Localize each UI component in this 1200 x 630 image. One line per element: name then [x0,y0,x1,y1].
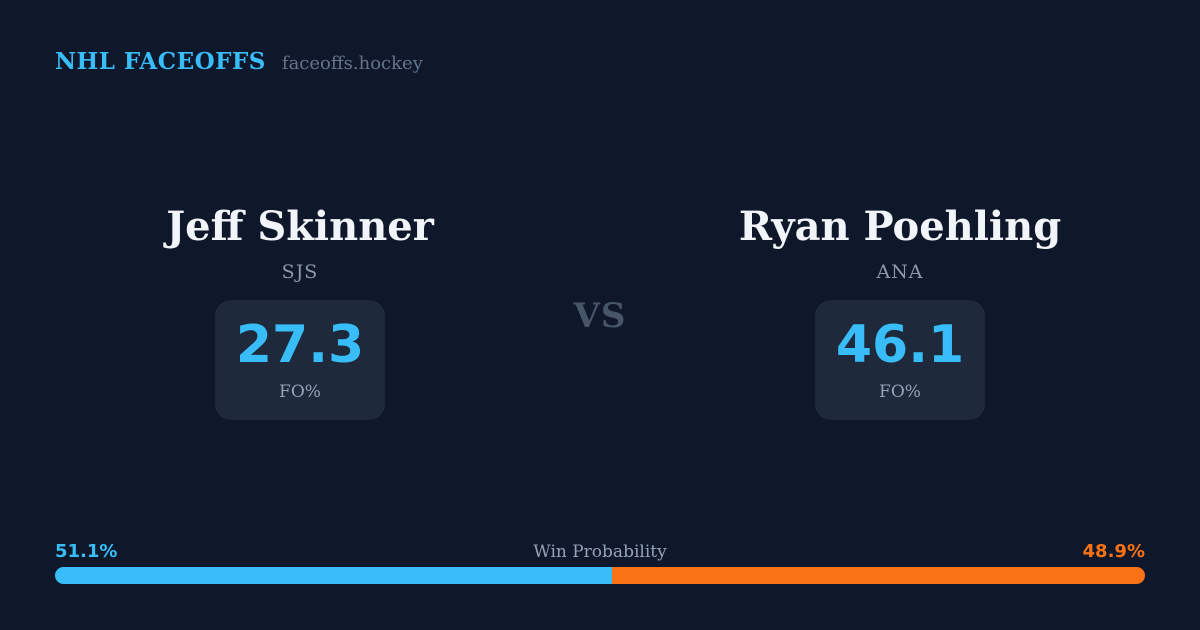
vs-label: VS [573,296,627,336]
left-stat-value: 27.3 [235,314,365,375]
left-stat-box: 27.3 FO% [215,300,385,420]
left-player-name: Jeff Skinner [166,203,434,250]
win-probability-labels: 51.1% Win Probability 48.9% [55,541,1145,562]
right-stat-box: 46.1 FO% [815,300,985,420]
left-win-pct: 51.1% [55,541,118,562]
right-win-pct: 48.9% [1082,541,1145,562]
right-player-team: ANA [876,261,924,283]
right-player-name: Ryan Poehling [738,203,1062,250]
left-stat-label: FO% [279,381,321,402]
right-stat-label: FO% [879,381,921,402]
left-player-column: Jeff Skinner SJS 27.3 FO% [0,205,600,420]
left-player-team: SJS [281,261,319,283]
brand-title: NHL FACEOFFS [55,48,266,75]
win-probability-title: Win Probability [533,542,667,562]
right-player-column: Ryan Poehling ANA 46.1 FO% [600,205,1200,420]
win-bar-left-segment [55,567,612,584]
matchup-section: Jeff Skinner SJS 27.3 FO% Ryan Poehling … [0,205,1200,420]
header: NHL FACEOFFS faceoffs.hockey [55,48,423,75]
win-bar-right-segment [611,567,1145,584]
win-probability-bar [55,567,1145,584]
site-domain: faceoffs.hockey [281,53,423,74]
right-stat-value: 46.1 [835,314,965,375]
